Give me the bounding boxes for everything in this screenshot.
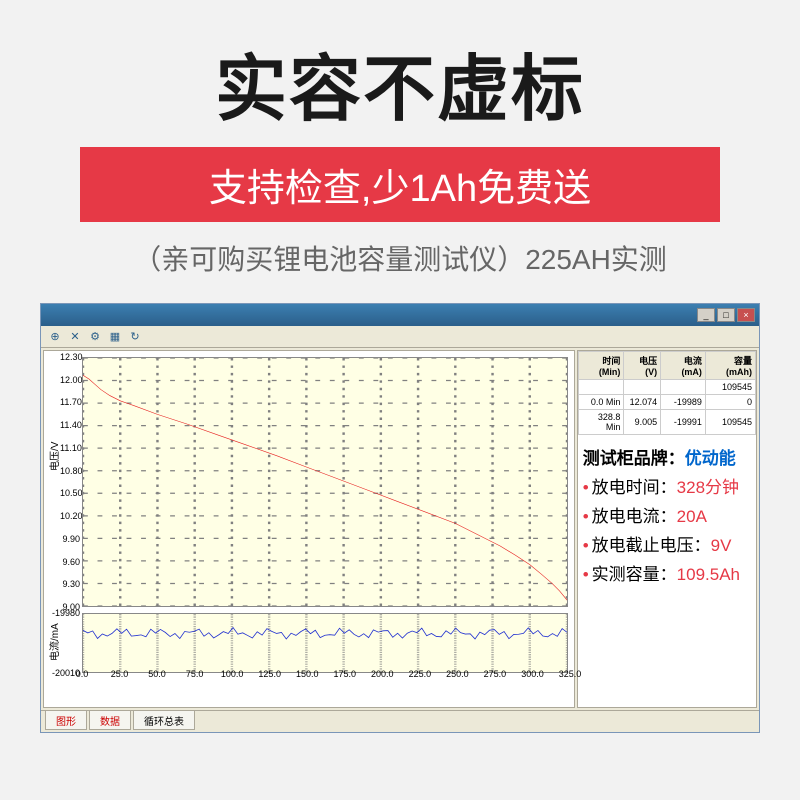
tab-graph[interactable]: 图形 bbox=[45, 711, 87, 730]
info-value: 20A bbox=[677, 507, 707, 526]
x-tick: 75.0 bbox=[186, 669, 204, 679]
x-tick: 175.0 bbox=[334, 669, 357, 679]
bullet-icon: • bbox=[583, 478, 589, 497]
subtitle: （亲可购买锂电池容量测试仪）225AH实测 bbox=[40, 230, 760, 293]
x-tick: 25.0 bbox=[111, 669, 129, 679]
y-tick: 10.50 bbox=[60, 488, 80, 498]
test-info-panel: 测试柜品牌：优动能 •放电时间：328分钟•放电电流：20A•放电截止电压：9V… bbox=[573, 435, 750, 599]
toolbar-icon[interactable]: ↻ bbox=[127, 329, 143, 345]
toolbar-icon[interactable]: ⊕ bbox=[47, 329, 63, 345]
info-value: 109.5Ah bbox=[677, 565, 740, 584]
close-button[interactable]: × bbox=[737, 308, 755, 322]
voltage-chart bbox=[82, 357, 568, 607]
x-tick: 100.0 bbox=[221, 669, 244, 679]
table-cell bbox=[624, 380, 661, 395]
bullet-icon: • bbox=[583, 565, 589, 584]
x-tick: 150.0 bbox=[296, 669, 319, 679]
table-cell: 328.8 Min bbox=[579, 410, 624, 435]
y-tick: 9.60 bbox=[60, 557, 80, 567]
y-tick: 12.00 bbox=[60, 375, 80, 385]
table-cell: 109545 bbox=[705, 410, 755, 435]
toolbar-icon[interactable]: ⚙ bbox=[87, 329, 103, 345]
y-tick: -19980 bbox=[52, 608, 80, 618]
info-label: 放电电流： bbox=[592, 507, 677, 526]
minimize-button[interactable]: _ bbox=[697, 308, 715, 322]
promo-banner: 支持检查,少1Ah免费送 bbox=[80, 147, 720, 222]
table-cell bbox=[579, 380, 624, 395]
tab-data[interactable]: 数据 bbox=[89, 711, 131, 730]
table-header: 电压(V) bbox=[624, 352, 661, 380]
tab-bar: 图形 数据 循环总表 bbox=[41, 710, 759, 730]
tab-summary[interactable]: 循环总表 bbox=[133, 711, 195, 730]
table-cell: 0.0 Min bbox=[579, 395, 624, 410]
info-value: 328分钟 bbox=[677, 478, 739, 497]
data-table: 时间(Min)电压(V)电流(mA)容量(mAh)1095450.0 Min12… bbox=[578, 351, 756, 435]
table-cell bbox=[661, 380, 706, 395]
y-tick: 11.70 bbox=[60, 397, 80, 407]
y-tick: 9.90 bbox=[60, 534, 80, 544]
y-tick: 11.10 bbox=[60, 443, 80, 453]
brand-value: 优动能 bbox=[685, 449, 736, 468]
y-tick: 9.30 bbox=[60, 579, 80, 589]
table-cell: 12.074 bbox=[624, 395, 661, 410]
x-tick: 50.0 bbox=[148, 669, 166, 679]
x-tick: 125.0 bbox=[258, 669, 281, 679]
x-tick: 275.0 bbox=[484, 669, 507, 679]
x-tick: 0.0 bbox=[76, 669, 89, 679]
y-tick: 12.30 bbox=[60, 352, 80, 362]
x-tick: 225.0 bbox=[409, 669, 432, 679]
current-chart bbox=[82, 613, 568, 673]
toolbar: ⊕ ✕ ⚙ ▦ ↻ bbox=[41, 326, 759, 348]
table-cell: 9.005 bbox=[624, 410, 661, 435]
table-cell: -19989 bbox=[661, 395, 706, 410]
current-axis-label: 电流/mA bbox=[46, 623, 61, 661]
window-titlebar: _ □ × bbox=[41, 304, 759, 326]
table-cell: 0 bbox=[705, 395, 755, 410]
toolbar-icon[interactable]: ▦ bbox=[107, 329, 123, 345]
table-cell: -19991 bbox=[661, 410, 706, 435]
table-header: 容量(mAh) bbox=[705, 352, 755, 380]
y-tick: 10.80 bbox=[60, 466, 80, 476]
x-tick: 325.0 bbox=[559, 669, 582, 679]
table-header: 电流(mA) bbox=[661, 352, 706, 380]
bullet-icon: • bbox=[583, 536, 589, 555]
x-tick: 250.0 bbox=[446, 669, 469, 679]
toolbar-icon[interactable]: ✕ bbox=[67, 329, 83, 345]
y-tick: 11.40 bbox=[60, 420, 80, 430]
info-value: 9V bbox=[711, 536, 732, 555]
table-cell: 109545 bbox=[705, 380, 755, 395]
info-label: 放电时间： bbox=[592, 478, 677, 497]
x-tick: 200.0 bbox=[371, 669, 394, 679]
info-label: 放电截止电压： bbox=[592, 536, 711, 555]
brand-label: 测试柜品牌： bbox=[583, 449, 685, 468]
chart-pane: 电压/V 电流/mA 9.009.309.609.9010.2010.5010.… bbox=[43, 350, 575, 708]
voltage-axis-label: 电压/V bbox=[46, 442, 61, 471]
maximize-button[interactable]: □ bbox=[717, 308, 735, 322]
info-label: 实测容量： bbox=[592, 565, 677, 584]
y-tick: 10.20 bbox=[60, 511, 80, 521]
main-title: 实容不虚标 bbox=[40, 30, 760, 135]
x-tick: 300.0 bbox=[521, 669, 544, 679]
table-header: 时间(Min) bbox=[579, 352, 624, 380]
bullet-icon: • bbox=[583, 507, 589, 526]
